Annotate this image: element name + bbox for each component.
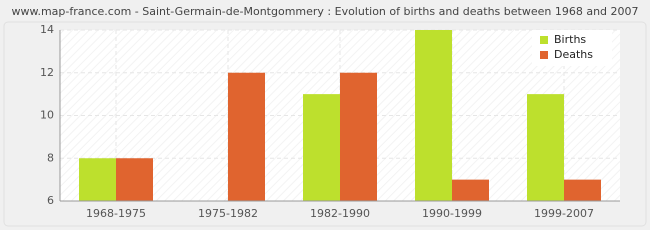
y-tick-label: 10 <box>40 109 54 122</box>
x-tick-label: 1999-2007 <box>534 207 594 220</box>
y-tick-label: 6 <box>47 194 54 207</box>
bar <box>303 94 340 201</box>
bar <box>415 30 452 201</box>
bar <box>79 158 116 201</box>
legend-swatch <box>540 36 548 44</box>
bar <box>228 72 265 201</box>
y-tick-label: 8 <box>47 151 54 164</box>
y-tick-label: 12 <box>40 66 54 79</box>
bar <box>340 72 377 201</box>
y-tick-label: 14 <box>40 23 54 36</box>
chart-title: www.map-france.com - Saint-Germain-de-Mo… <box>11 5 638 18</box>
bar <box>527 94 564 201</box>
x-tick-label: 1982-1990 <box>310 207 370 220</box>
chart: www.map-france.com - Saint-Germain-de-Mo… <box>0 0 650 230</box>
legend-label: Births <box>554 33 586 46</box>
legend-label: Deaths <box>554 48 593 61</box>
bar <box>564 179 601 201</box>
x-tick-label: 1975-1982 <box>198 207 258 220</box>
legend-swatch <box>540 51 548 59</box>
bar <box>452 179 489 201</box>
x-tick-label: 1968-1975 <box>86 207 146 220</box>
bar <box>116 158 153 201</box>
x-tick-label: 1990-1999 <box>422 207 482 220</box>
